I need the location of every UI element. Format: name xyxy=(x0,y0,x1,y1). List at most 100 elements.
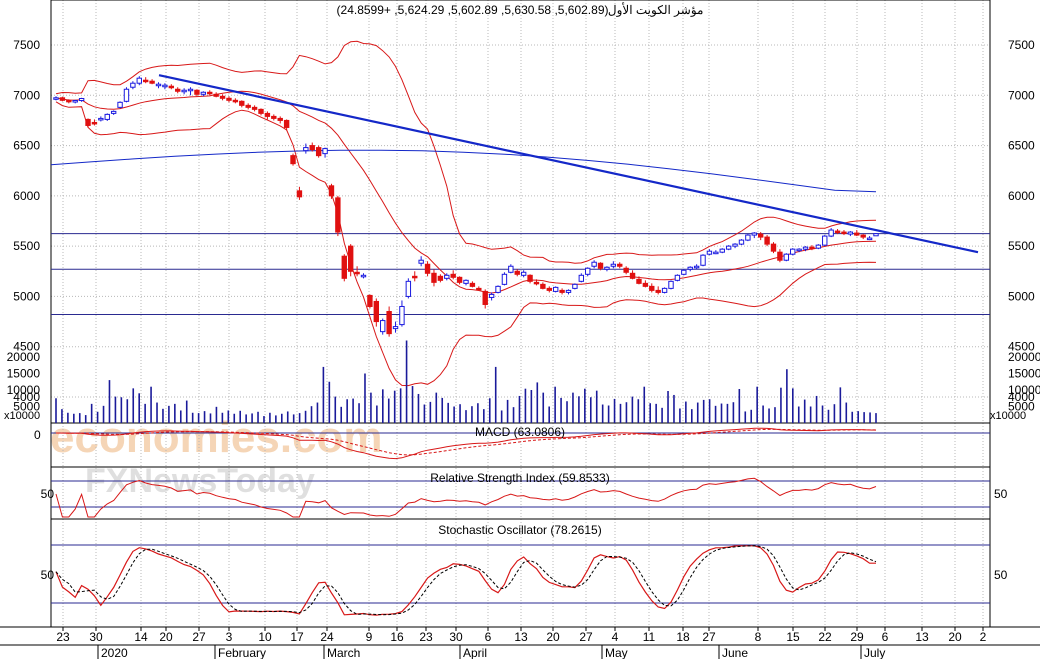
candlestick xyxy=(418,256,424,267)
x-tick-label: 27 xyxy=(192,630,206,644)
candlestick xyxy=(130,81,136,90)
macd-ytick-left: 0 xyxy=(34,428,41,442)
candlestick xyxy=(783,253,790,262)
candle-body xyxy=(482,290,488,305)
candlestick xyxy=(533,279,540,286)
candle-body xyxy=(578,274,585,282)
candlestick xyxy=(392,321,399,333)
price-ytick-right: 4500 xyxy=(1008,340,1035,354)
candle-body xyxy=(866,237,873,241)
x-tick-label: 30 xyxy=(449,630,463,644)
candle-body xyxy=(277,117,283,121)
volume-ytick-right: 15000 xyxy=(1008,367,1040,381)
candlestick xyxy=(200,91,207,97)
candle-body xyxy=(751,232,757,236)
candle-body xyxy=(674,274,681,281)
chart-title-ohlc: (5,602.89, 5,630.58, 5,602.89, 5,624.29,… xyxy=(337,3,609,17)
candle-body xyxy=(142,79,149,83)
candlestick xyxy=(674,274,681,282)
candlestick xyxy=(354,266,360,277)
candlestick xyxy=(207,90,213,96)
candlestick xyxy=(66,99,72,104)
candle-body xyxy=(444,274,450,279)
candlestick xyxy=(681,269,687,276)
candle-body xyxy=(117,101,123,108)
candle-body xyxy=(681,269,687,275)
candlestick xyxy=(655,286,661,295)
price-ytick-right: 5000 xyxy=(1008,289,1035,303)
candle-body xyxy=(854,232,860,236)
x-tick-label: 3 xyxy=(226,630,233,644)
candlestick xyxy=(59,96,66,102)
candle-body xyxy=(860,234,866,238)
candlestick xyxy=(469,281,476,288)
month-label: May xyxy=(605,646,628,659)
candle-body xyxy=(655,289,661,293)
candlestick xyxy=(585,267,591,277)
candle-body xyxy=(834,230,841,234)
x-axis: 23 30 14 20 27 3 10 17 24 9 16 23 30 6 13 20 27 4 11 18 27 8 1… xyxy=(56,627,987,659)
candle-body xyxy=(367,294,373,307)
month-label: 2020 xyxy=(101,646,128,659)
candlestick xyxy=(412,271,418,282)
candlestick xyxy=(514,269,520,277)
candle-body xyxy=(322,148,328,155)
candlestick xyxy=(296,186,303,200)
candlestick xyxy=(661,287,668,294)
price-ytick-left: 6000 xyxy=(13,189,40,203)
candlestick xyxy=(757,232,764,241)
candlestick xyxy=(194,89,200,97)
price-ytick-left: 6500 xyxy=(13,139,40,153)
candlestick xyxy=(431,269,437,287)
x-tick-label: 17 xyxy=(290,630,304,644)
candlestick xyxy=(520,270,527,278)
candle-body xyxy=(469,282,476,287)
candle-body xyxy=(59,97,66,101)
candle-body xyxy=(232,99,239,103)
candlestick xyxy=(860,234,866,240)
candle-body xyxy=(668,280,674,289)
candlestick xyxy=(476,286,482,291)
candle-body xyxy=(123,88,130,102)
stochastic-title: Stochastic Oscillator (78.2615) xyxy=(438,523,601,537)
candlestick xyxy=(815,244,822,250)
candle-body xyxy=(239,100,245,106)
candle-body xyxy=(251,106,258,110)
candle-body xyxy=(360,274,367,278)
candlestick xyxy=(399,300,405,327)
candlestick xyxy=(687,266,693,272)
downtrend-line xyxy=(158,74,979,254)
candlestick xyxy=(277,116,283,124)
candle-body xyxy=(328,185,335,197)
candlestick xyxy=(226,96,232,103)
candlestick xyxy=(444,273,450,281)
x-tick-label: 27 xyxy=(579,630,593,644)
candle-body xyxy=(130,82,136,88)
candlestick xyxy=(597,262,604,271)
candle-body xyxy=(610,263,617,267)
price-ytick-right: 7000 xyxy=(1008,88,1035,102)
candle-body xyxy=(488,293,495,298)
candlestick xyxy=(713,250,719,255)
candlestick xyxy=(828,228,834,238)
x-tick-label: 2 xyxy=(980,630,987,644)
candlestick xyxy=(53,96,59,101)
candlestick xyxy=(591,260,597,269)
x-tick-label: 10 xyxy=(258,630,272,644)
volume-ytick-right: 10000 xyxy=(1008,383,1040,397)
candle-body xyxy=(213,93,219,97)
x-tick-label: 11 xyxy=(643,630,656,644)
candlestick xyxy=(213,92,219,98)
x-tick-label: 13 xyxy=(915,630,929,644)
price-ytick-right: 4000 xyxy=(1008,390,1035,404)
candlestick xyxy=(386,306,392,337)
candlestick xyxy=(488,292,495,301)
candle-body xyxy=(591,261,597,267)
volume-ytick-right: 5000 xyxy=(1008,400,1035,414)
candle-body xyxy=(604,266,610,270)
y-axis-labels: 7500 7500 7000 7000 6500 6500 6000 6000 5500 5500… xyxy=(7,38,1040,414)
x-tick-label: 15 xyxy=(786,630,800,644)
candle-body xyxy=(155,83,162,87)
long-moving-average xyxy=(50,149,877,193)
